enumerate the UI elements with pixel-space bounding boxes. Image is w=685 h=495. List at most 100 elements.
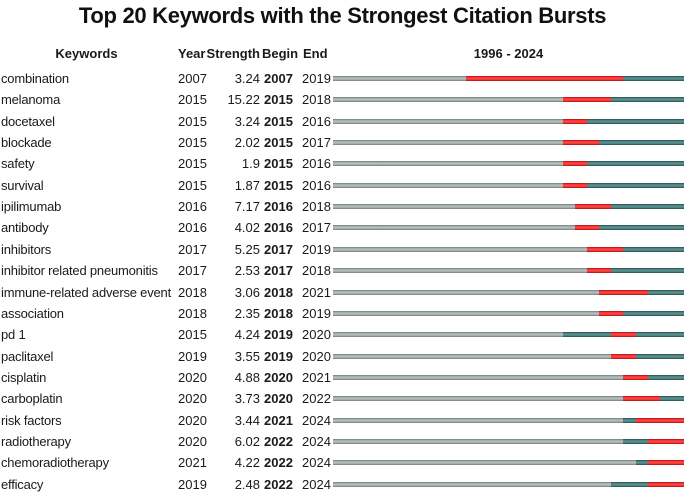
strength-value: 2.35	[234, 305, 260, 321]
keyword-label: cisplatin	[1, 369, 47, 385]
keyword-label: docetaxel	[1, 113, 55, 129]
keyword-label: inhibitors	[1, 241, 52, 257]
end-value: 2018	[302, 263, 331, 279]
timeline-bar	[333, 204, 684, 210]
begin-value: 2016	[264, 199, 293, 215]
end-value: 2024	[302, 455, 331, 471]
year-value: 2015	[178, 92, 207, 108]
pre-appearance-segment	[333, 332, 563, 338]
strength-value: 4.02	[234, 220, 260, 236]
timeline-bar	[333, 332, 685, 338]
end-value: 2022	[302, 391, 331, 407]
year-value: 2017	[178, 263, 207, 279]
strength-value: 3.24	[234, 113, 260, 129]
keyword-label: chemoradiotherapy	[1, 455, 109, 471]
begin-value: 2019	[264, 348, 293, 364]
burst-segment	[623, 396, 661, 402]
begin-value: 2020	[264, 369, 293, 385]
year-value: 2016	[178, 199, 207, 215]
timeline-bar	[333, 353, 684, 359]
timeline-bar	[333, 289, 684, 295]
timeline-bar	[333, 310, 684, 316]
pre-appearance-segment	[333, 289, 600, 295]
strength-value: 3.06	[234, 284, 260, 300]
keyword-label: paclitaxel	[1, 348, 54, 364]
burst-segment	[562, 140, 600, 146]
end-value: 2021	[302, 369, 331, 385]
active-segment	[562, 182, 685, 188]
begin-value: 2017	[264, 263, 293, 279]
strength-value: 3.44	[234, 412, 260, 428]
year-value: 2015	[178, 156, 207, 172]
begin-value: 2015	[264, 113, 293, 129]
year-value: 2015	[178, 327, 207, 343]
end-value: 2019	[302, 305, 331, 321]
table-row: association 2018 2.35 2018 2019	[0, 303, 685, 324]
pre-appearance-segment	[333, 97, 563, 103]
table-row: combination 2007 3.24 2007 2019	[0, 68, 685, 89]
begin-value: 2016	[264, 220, 293, 236]
table-row: inhibitor related pneumonitis 2017 2.53 …	[0, 260, 685, 281]
active-segment	[623, 374, 684, 380]
active-segment	[587, 268, 684, 274]
pre-appearance-segment	[333, 225, 576, 231]
pre-appearance-segment	[333, 438, 624, 444]
year-value: 2019	[178, 348, 207, 364]
end-value: 2020	[302, 348, 331, 364]
burst-segment	[562, 97, 612, 103]
end-value: 2024	[302, 433, 331, 449]
begin-value: 2017	[264, 241, 293, 257]
end-value: 2016	[302, 156, 331, 172]
begin-value: 2015	[264, 135, 293, 151]
keyword-label: blockade	[1, 135, 52, 151]
chart-title: Top 20 Keywords with the Strongest Citat…	[78, 3, 607, 28]
begin-value: 2015	[264, 92, 293, 108]
begin-value: 2022	[264, 433, 293, 449]
table-row: cisplatin 2020 4.88 2020 2021	[0, 367, 685, 388]
keyword-label: ipilimumab	[1, 199, 62, 215]
active-segment	[575, 225, 684, 231]
end-value: 2019	[302, 241, 331, 257]
keyword-label: immune-related adverse event	[1, 284, 171, 300]
burst-segment	[611, 353, 636, 359]
pre-appearance-segment	[333, 481, 612, 487]
table-row: ipilimumab 2016 7.17 2016 2018	[0, 196, 685, 217]
timeline-bar	[333, 161, 685, 167]
table-row: paclitaxel 2019 3.55 2019 2020	[0, 346, 685, 367]
active-segment	[575, 204, 684, 210]
table-row: blockade 2015 2.02 2015 2017	[0, 132, 685, 153]
strength-value: 3.24	[234, 71, 260, 86]
burst-segment	[647, 460, 685, 466]
active-segment	[599, 310, 684, 316]
pre-appearance-segment	[333, 140, 563, 146]
burst-segment	[587, 268, 612, 274]
strength-value: 2.02	[234, 135, 260, 151]
pre-appearance-segment	[333, 310, 600, 316]
table-row: inhibitors 2017 5.25 2017 2019	[0, 239, 685, 260]
timeline-range-label: 1996 - 2024	[473, 46, 544, 61]
burst-segment	[599, 289, 649, 295]
strength-value: 4.22	[234, 455, 260, 471]
strength-value: 4.24	[234, 327, 260, 343]
column-header-begin: Begin	[262, 46, 299, 61]
active-segment	[611, 481, 684, 487]
timeline-bar	[333, 225, 684, 231]
burst-segment	[562, 161, 588, 167]
strength-value: 1.87	[234, 177, 260, 193]
timeline-bar	[333, 417, 685, 423]
active-segment	[562, 97, 685, 103]
keyword-label: efficacy	[1, 476, 44, 492]
begin-value: 2021	[264, 412, 293, 428]
begin-value: 2015	[264, 156, 293, 172]
end-value: 2018	[302, 199, 331, 215]
year-value: 2007	[178, 71, 207, 86]
strength-value: 4.88	[234, 369, 260, 385]
active-segment	[611, 353, 684, 359]
burst-segment	[562, 118, 588, 124]
pre-appearance-segment	[333, 396, 624, 402]
begin-value: 2018	[264, 305, 293, 321]
begin-value: 2022	[264, 455, 293, 471]
table-row: immune-related adverse event 2018 3.06 2…	[0, 282, 685, 303]
begin-value: 2022	[264, 476, 293, 492]
pre-appearance-segment	[333, 374, 624, 380]
